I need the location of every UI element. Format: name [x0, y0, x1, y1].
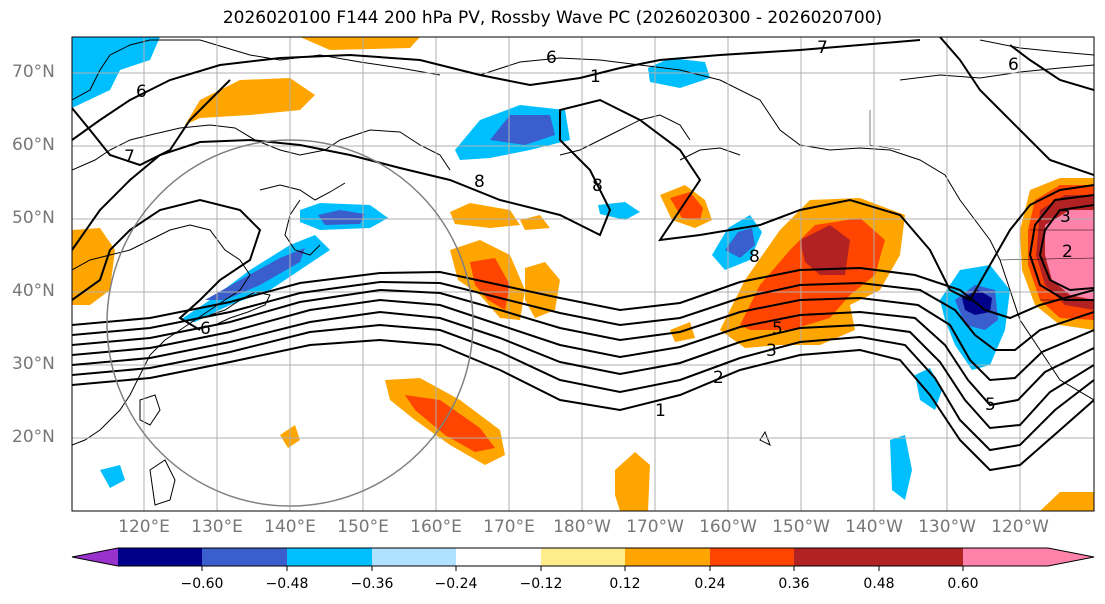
lon-label: 140°W	[845, 517, 903, 537]
lat-label: 60°N	[12, 135, 55, 155]
contour-label: 6	[1008, 55, 1019, 75]
lon-label: 160°W	[699, 517, 757, 537]
contour-label: 2	[713, 368, 724, 388]
lat-label: 50°N	[12, 208, 55, 228]
colorbar-tick-label: −0.60	[180, 576, 224, 592]
darkred-blob-east	[800, 225, 850, 275]
lon-label: 170°E	[483, 517, 535, 537]
pink-blob-namerica	[1045, 210, 1094, 300]
gridlines	[72, 37, 1094, 511]
colorbar-segment	[541, 548, 625, 566]
pv-contours	[72, 37, 1094, 472]
contour-label: 2	[1062, 242, 1073, 262]
lat-label: 30°N	[12, 354, 55, 374]
contour-label: 3	[1060, 207, 1071, 227]
contour-label: 7	[817, 38, 828, 58]
colorbar-tick-label: 0.24	[694, 576, 726, 592]
lon-label: 120°E	[118, 517, 170, 537]
colorbar-segment	[456, 548, 541, 566]
lon-label: 180°W	[553, 517, 611, 537]
map-background	[72, 37, 1094, 511]
orange-blob-west	[72, 228, 115, 305]
colorbar-segment	[287, 548, 372, 566]
contour-label: 5	[985, 395, 996, 415]
contour-label: 6	[136, 82, 147, 102]
contour-label: 5	[772, 319, 783, 339]
colorbar-tick-label: 0.12	[609, 576, 641, 592]
blue-streak-japan	[205, 248, 305, 300]
coastlines	[72, 39, 1094, 506]
orange-blob-top	[300, 37, 420, 50]
map-title: 2026020100 F144 200 hPa PV, Rossby Wave …	[222, 8, 883, 28]
pv-contour-2b	[1038, 204, 1094, 292]
colorbar-segment	[794, 548, 879, 566]
contour-label: 7	[124, 147, 135, 167]
lon-label: 120°W	[991, 517, 1049, 537]
blue-blob-bering	[490, 115, 555, 145]
pv-contour-7	[939, 37, 1094, 176]
lat-label: 40°N	[12, 281, 55, 301]
colorbar-tick-label: −0.36	[350, 576, 394, 592]
lon-label: 170°W	[626, 517, 684, 537]
colorbar-tick-label: −0.48	[265, 576, 309, 592]
colorbar-tick-label: 0.36	[778, 576, 810, 592]
colorbar-segment	[963, 548, 1048, 566]
pv-contour-8	[72, 98, 1094, 302]
contour-label: 8	[749, 247, 760, 267]
lat-label: 20°N	[12, 427, 55, 447]
lon-label: 160°E	[410, 517, 462, 537]
colorbar-segment	[625, 548, 710, 566]
lon-label: 130°E	[191, 517, 243, 537]
colorbar-outline	[71, 547, 1095, 567]
lon-label: 150°E	[337, 517, 389, 537]
lat-label: 70°N	[12, 62, 55, 82]
rossby-circle	[106, 139, 474, 507]
pv-contour-3	[72, 310, 1094, 430]
colorbar-tick-label: 0.48	[863, 576, 895, 592]
contour-labels: 1 2 3 5 6 7 8 8 1 6 5 6 7 2 3 8 6	[124, 38, 1073, 421]
contour-label: 8	[592, 176, 603, 196]
colorbar-segment	[118, 548, 202, 566]
colorbar-extend-right	[1048, 548, 1094, 566]
contour-label: 3	[766, 341, 777, 361]
pv-contour-2	[72, 323, 1094, 452]
pv-contour-3b	[1028, 194, 1094, 301]
contour-label: 1	[655, 401, 666, 421]
colorbar-segment	[372, 548, 456, 566]
map-frame	[71, 36, 1095, 512]
colorbar-extend-left	[72, 548, 118, 566]
lon-label: 150°W	[772, 517, 830, 537]
pv-contour-1	[72, 338, 1094, 472]
colorbar-tick-label: −0.24	[434, 576, 478, 592]
contour-label: 1	[590, 67, 601, 87]
lon-label: 140°E	[264, 517, 316, 537]
pv-contour-6	[72, 39, 921, 141]
contour-label: 6	[546, 48, 557, 68]
colorbar-segment	[202, 548, 287, 566]
contour-label: 8	[474, 172, 485, 192]
pv-contour-5	[72, 280, 1094, 351]
lon-label: 130°W	[918, 517, 976, 537]
colorbar	[71, 547, 1095, 571]
colorbar-segment	[879, 548, 963, 566]
colorbar-tick-label: −0.12	[519, 576, 563, 592]
colorbar-tick-label: 0.60	[947, 576, 979, 592]
colorbar-segment	[710, 548, 794, 566]
contour-label: 6	[200, 319, 211, 339]
